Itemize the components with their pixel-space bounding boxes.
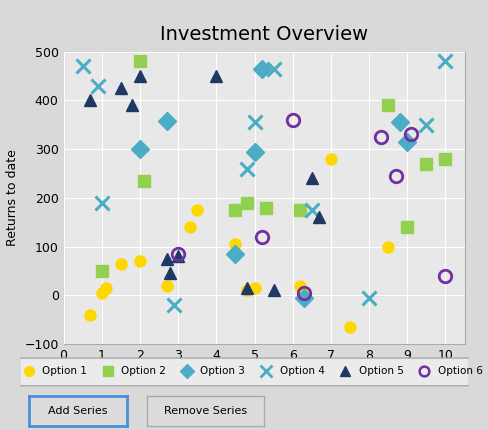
Option 4 [80,64,85,69]
Line: Option 1: Option 1 [84,153,393,332]
Option 4 [270,66,276,71]
Option 2 [141,178,146,183]
Option 4 [366,295,371,300]
Option 6 [377,134,383,139]
Option 1 [301,290,306,295]
Option 2 [99,268,104,273]
Option 4 [251,120,257,125]
Option 1 [99,290,104,295]
Option 6 [301,290,306,295]
Text: Option 1: Option 1 [42,366,87,376]
Option 5 [118,86,123,91]
Option 4 [99,200,104,205]
Option 2 [263,205,268,210]
Line: Option 5: Option 5 [84,70,325,297]
Option 2 [423,161,428,166]
Option 1 [87,312,93,317]
Text: Option 5: Option 5 [358,366,403,376]
Option 1 [244,288,249,293]
Option 2 [232,207,238,212]
Option 2 [244,200,249,205]
Option 3 [301,295,306,300]
Option 3 [232,251,238,256]
Option 5 [316,215,322,220]
Option 1 [327,156,333,161]
Option 6 [175,251,181,256]
Option 3 [404,139,409,144]
Text: Remove Series: Remove Series [163,405,246,416]
Option 6 [407,132,413,137]
Option 1 [118,261,123,266]
Option 4 [442,59,447,64]
Option 1 [232,242,238,247]
Option 3 [259,66,264,71]
Title: Investment Overview: Investment Overview [160,25,367,44]
Option 6 [259,234,264,240]
Option 5 [87,98,93,103]
Option 6 [289,117,295,123]
Option 5 [137,74,142,79]
Option 2 [297,207,303,212]
Option 3 [137,147,142,152]
Option 2 [442,156,447,161]
Option 1 [137,258,142,264]
Line: Option 6: Option 6 [172,114,451,299]
Option 3 [251,149,257,154]
Option 2 [385,103,390,108]
Option 5 [308,176,314,181]
Text: Option 6: Option 6 [437,366,482,376]
Text: Option 2: Option 2 [121,366,166,376]
Option 5 [129,103,135,108]
Option 1 [346,324,352,329]
Option 5 [213,74,219,79]
Option 1 [385,244,390,249]
Option 4 [171,302,177,307]
Line: Option 3: Option 3 [133,62,413,304]
Option 5 [167,271,173,276]
Option 5 [244,286,249,291]
Option 2 [404,224,409,230]
X-axis label: Age (years): Age (years) [227,367,300,381]
Option 5 [163,256,169,261]
Option 1 [163,283,169,288]
Option 3 [163,118,169,123]
Line: Option 4: Option 4 [76,55,451,312]
Option 6 [392,173,398,178]
Option 4 [244,166,249,171]
Text: Option 4: Option 4 [279,366,324,376]
Y-axis label: Returns to date: Returns to date [6,149,19,246]
Option 5 [270,288,276,293]
Option 1 [102,286,108,291]
Option 4 [95,83,101,88]
Text: Option 3: Option 3 [200,366,245,376]
Option 5 [175,254,181,259]
Text: Add Series: Add Series [48,405,108,416]
Option 6 [442,273,447,278]
Option 3 [396,120,402,125]
Option 2 [137,59,142,64]
Option 1 [194,207,200,212]
Option 1 [251,286,257,291]
Option 1 [297,283,303,288]
Option 4 [423,122,428,127]
Option 4 [308,207,314,212]
FancyBboxPatch shape [20,358,468,386]
Option 1 [186,224,192,230]
Line: Option 2: Option 2 [96,56,450,276]
